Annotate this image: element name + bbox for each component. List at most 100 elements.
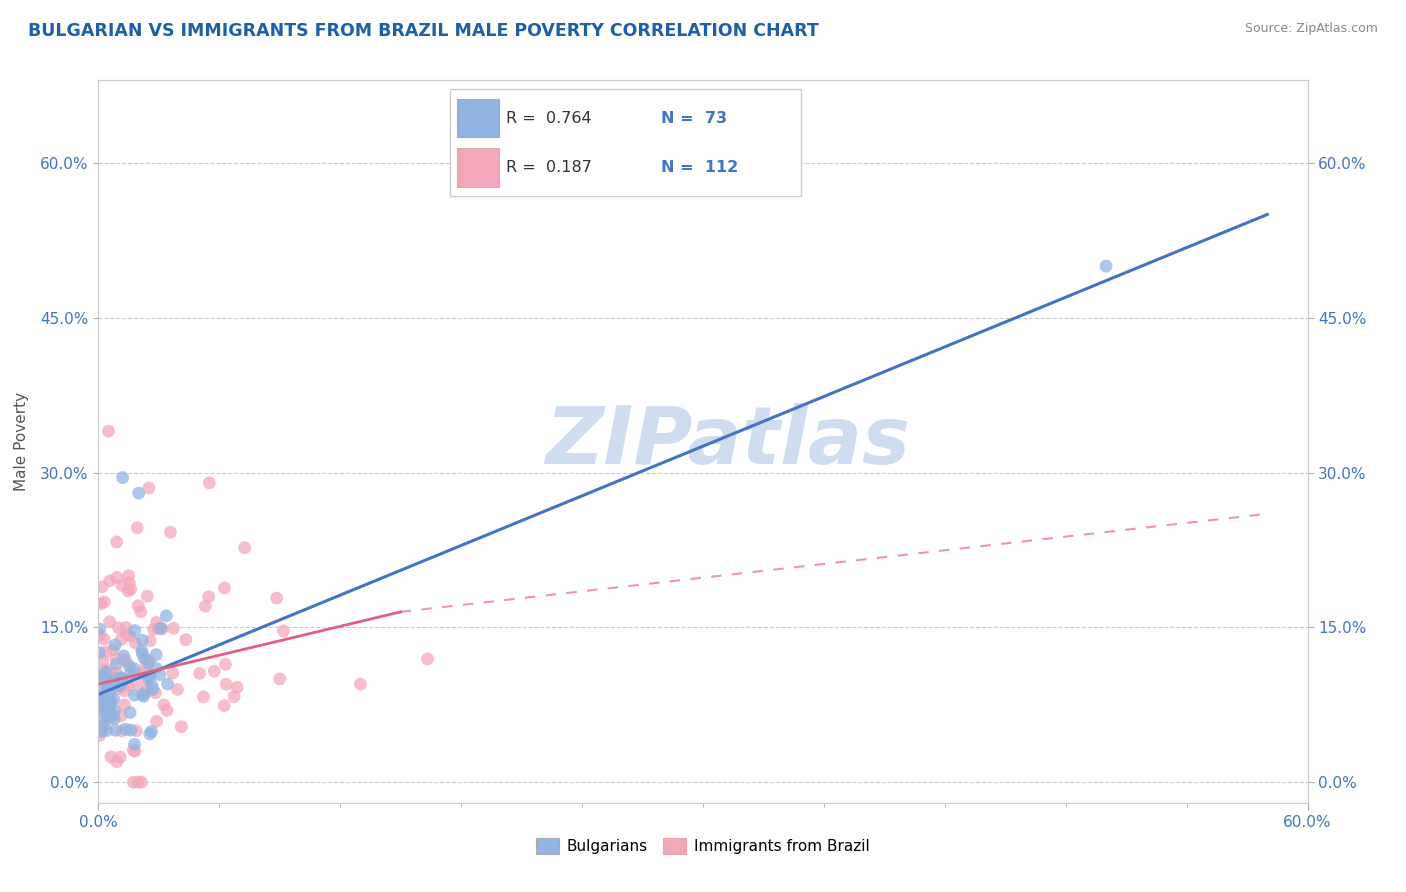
- Point: [159, 525, 181, 540]
- Point: [156, 677, 179, 691]
- Point: [98, 694, 121, 708]
- Point: [145, 615, 167, 630]
- Point: [214, 581, 236, 595]
- Point: [266, 591, 288, 605]
- Point: [139, 633, 162, 648]
- Point: [89, 628, 111, 642]
- Point: [141, 678, 163, 692]
- Point: [104, 638, 127, 652]
- Y-axis label: Male Poverty: Male Poverty: [14, 392, 30, 491]
- Point: [96, 701, 118, 715]
- Point: [98, 574, 121, 588]
- Point: [134, 666, 156, 681]
- Point: [98, 663, 121, 677]
- Point: [120, 706, 142, 720]
- Point: [131, 688, 153, 702]
- Point: [124, 636, 146, 650]
- Point: [111, 672, 134, 686]
- Point: [114, 683, 136, 698]
- Point: [97, 424, 120, 438]
- Point: [90, 667, 112, 681]
- Point: [105, 665, 128, 680]
- Point: [135, 653, 157, 667]
- Point: [215, 677, 238, 691]
- Point: [124, 665, 146, 680]
- FancyBboxPatch shape: [457, 99, 499, 137]
- Point: [150, 622, 173, 636]
- Point: [124, 624, 146, 638]
- Point: [134, 651, 156, 665]
- Point: [98, 615, 121, 629]
- Point: [149, 667, 172, 681]
- Point: [193, 690, 215, 704]
- Point: [1095, 259, 1118, 273]
- Point: [156, 703, 179, 717]
- Point: [145, 661, 167, 675]
- Point: [110, 708, 132, 723]
- Point: [139, 727, 162, 741]
- Point: [118, 568, 141, 582]
- Point: [136, 680, 159, 694]
- Point: [105, 657, 128, 671]
- Point: [91, 653, 114, 667]
- Point: [349, 677, 371, 691]
- Text: R =  0.764: R = 0.764: [506, 111, 592, 126]
- Point: [155, 608, 177, 623]
- Point: [94, 705, 117, 719]
- Point: [194, 599, 217, 614]
- Point: [174, 632, 197, 647]
- Point: [416, 652, 439, 666]
- Point: [93, 673, 115, 687]
- Point: [122, 775, 145, 789]
- Point: [100, 750, 122, 764]
- Point: [89, 622, 111, 636]
- Point: [132, 690, 155, 704]
- Point: [214, 657, 236, 672]
- Point: [162, 666, 184, 681]
- Point: [131, 647, 153, 661]
- Point: [100, 675, 122, 690]
- Point: [124, 737, 146, 751]
- Point: [141, 724, 163, 739]
- Point: [93, 664, 115, 678]
- Point: [97, 677, 120, 691]
- Point: [127, 521, 149, 535]
- Point: [115, 654, 138, 668]
- Point: [118, 659, 141, 673]
- Point: [188, 666, 211, 681]
- Point: [226, 681, 249, 695]
- Point: [100, 711, 122, 725]
- Point: [89, 628, 111, 642]
- Point: [111, 724, 134, 739]
- Point: [149, 621, 172, 635]
- Point: [115, 620, 138, 634]
- Point: [90, 724, 112, 739]
- Text: Source: ZipAtlas.com: Source: ZipAtlas.com: [1244, 22, 1378, 36]
- Point: [90, 693, 112, 707]
- Point: [96, 672, 118, 686]
- Point: [117, 679, 139, 693]
- Point: [142, 682, 165, 697]
- Point: [94, 670, 117, 684]
- Point: [120, 723, 142, 738]
- Point: [134, 662, 156, 676]
- FancyBboxPatch shape: [457, 148, 499, 186]
- Text: BULGARIAN VS IMMIGRANTS FROM BRAZIL MALE POVERTY CORRELATION CHART: BULGARIAN VS IMMIGRANTS FROM BRAZIL MALE…: [28, 22, 818, 40]
- Point: [124, 688, 146, 702]
- Point: [153, 698, 176, 712]
- Point: [94, 665, 117, 679]
- Point: [128, 486, 150, 500]
- Point: [122, 743, 145, 757]
- Point: [139, 669, 162, 683]
- Point: [111, 471, 134, 485]
- Point: [87, 723, 110, 738]
- Point: [91, 675, 114, 690]
- Point: [202, 664, 225, 678]
- Point: [89, 672, 111, 686]
- Point: [110, 677, 132, 691]
- Point: [269, 672, 291, 686]
- Text: ZIPatlas: ZIPatlas: [544, 402, 910, 481]
- Point: [91, 693, 114, 707]
- Point: [100, 694, 122, 708]
- Point: [98, 703, 121, 717]
